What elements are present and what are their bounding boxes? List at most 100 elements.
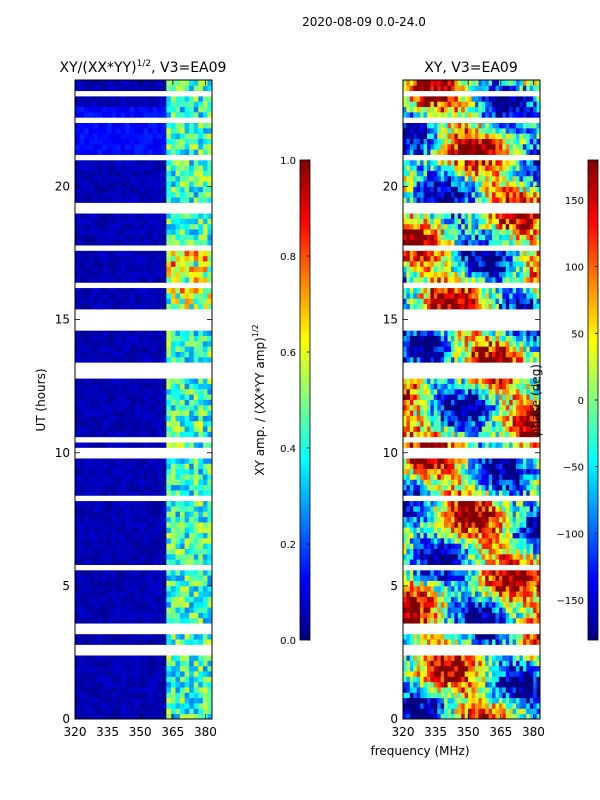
heatmap-cell xyxy=(166,692,172,699)
heatmap-cell xyxy=(437,580,442,587)
heatmap-cell xyxy=(102,442,108,448)
heatmap-cell xyxy=(79,106,85,113)
heatmap-cell xyxy=(450,681,455,688)
heatmap-cell xyxy=(184,612,190,619)
heatmap-cell xyxy=(184,101,190,108)
heatmap-cell xyxy=(102,277,108,283)
heatmap-cell xyxy=(148,591,154,597)
heatmap-cell xyxy=(106,106,112,113)
heatmap-cell xyxy=(207,479,212,486)
heatmap-cell xyxy=(416,521,421,528)
heatmap-cell xyxy=(433,426,438,432)
heatmap-cell xyxy=(207,681,212,688)
heatmap-cell xyxy=(409,463,414,470)
heatmap-cell xyxy=(143,234,149,241)
heatmap-cell xyxy=(522,665,527,672)
heatmap-cell xyxy=(536,671,540,677)
left-title-sup: 1/2 xyxy=(137,59,151,69)
heatmap-cell xyxy=(189,143,195,150)
heatmap-cell xyxy=(444,468,448,475)
heatmap-cell xyxy=(152,143,158,150)
heatmap-cell xyxy=(202,127,208,134)
heatmap-cell xyxy=(88,111,94,118)
heatmap-cell xyxy=(84,229,90,235)
heatmap-cell xyxy=(406,468,411,475)
heatmap-cell xyxy=(509,607,513,613)
heatmap-cell xyxy=(198,591,204,597)
heatmap-cell xyxy=(420,537,424,544)
heatmap-cell xyxy=(125,410,131,416)
heatmap-cell xyxy=(180,591,185,597)
heatmap-cell xyxy=(143,159,149,166)
heatmap-cell xyxy=(184,553,190,560)
heatmap-cell xyxy=(512,585,517,592)
heatmap-cell xyxy=(184,229,190,235)
heatmap-cell xyxy=(84,298,90,305)
heatmap-cell xyxy=(79,612,85,619)
heatmap-cell xyxy=(505,420,510,427)
heatmap-cell xyxy=(512,553,517,560)
heatmap-cell xyxy=(420,575,424,581)
heatmap-cell xyxy=(138,261,144,267)
heatmap-cell xyxy=(88,559,94,565)
heatmap-cell xyxy=(406,708,411,715)
heatmap-cell xyxy=(180,138,185,145)
heatmap-cell xyxy=(485,569,490,576)
heatmap-cell xyxy=(481,580,486,587)
heatmap-cell xyxy=(84,559,90,565)
heatmap-cell xyxy=(102,101,108,108)
heatmap-cell xyxy=(84,687,90,693)
heatmap-cell xyxy=(202,511,208,518)
heatmap-cell xyxy=(495,708,500,715)
heatmap-cell xyxy=(180,111,185,118)
heatmap-cell xyxy=(450,559,455,565)
heatmap-cell xyxy=(522,404,527,411)
heatmap-cell xyxy=(161,601,167,608)
heatmap-cell xyxy=(93,511,99,518)
heatmap-cell xyxy=(97,426,103,432)
heatmap-cell xyxy=(184,186,190,193)
heatmap-cell xyxy=(102,580,108,587)
heatmap-cell xyxy=(79,271,85,278)
heatmap-cell xyxy=(474,500,479,507)
heatmap-cell xyxy=(440,601,445,608)
heatmap-cell xyxy=(79,378,85,384)
heatmap-cell xyxy=(516,511,520,518)
heatmap-cell xyxy=(529,617,534,624)
heatmap-cell xyxy=(468,532,472,539)
heatmap-cell xyxy=(471,479,476,486)
heatmap-cell xyxy=(485,639,490,645)
heatmap-cell xyxy=(495,687,500,693)
heatmap-cell xyxy=(198,255,204,262)
heatmap-cell xyxy=(120,537,126,544)
heatmap-cell xyxy=(75,80,80,86)
heatmap-cell xyxy=(79,346,85,352)
heatmap-cell xyxy=(430,463,435,470)
heatmap-cell xyxy=(134,516,140,523)
heatmap-cell xyxy=(84,681,90,688)
heatmap-cell xyxy=(498,596,503,603)
heatmap-cell xyxy=(75,277,80,283)
heatmap-cell xyxy=(111,655,117,661)
heatmap-cell xyxy=(403,484,407,491)
gap-row xyxy=(75,154,212,161)
heatmap-cell xyxy=(84,165,90,171)
heatmap-cell xyxy=(498,500,503,507)
heatmap-cell xyxy=(447,697,452,704)
heatmap-cell xyxy=(84,351,90,358)
heatmap-cell xyxy=(148,213,154,219)
heatmap-cell xyxy=(509,511,513,518)
heatmap-cell xyxy=(478,410,483,416)
heatmap-cell xyxy=(450,660,455,667)
heatmap-cell xyxy=(492,607,496,613)
heatmap-cell xyxy=(120,271,126,278)
heatmap-cell xyxy=(193,404,199,411)
heatmap-cell xyxy=(403,553,407,560)
heatmap-cell xyxy=(184,676,190,683)
heatmap-cell xyxy=(509,404,513,411)
heatmap-cell xyxy=(403,585,407,592)
heatmap-cell xyxy=(495,420,500,427)
heatmap-cell xyxy=(170,138,176,145)
heatmap-cell xyxy=(184,223,190,230)
heatmap-cell xyxy=(406,415,411,422)
